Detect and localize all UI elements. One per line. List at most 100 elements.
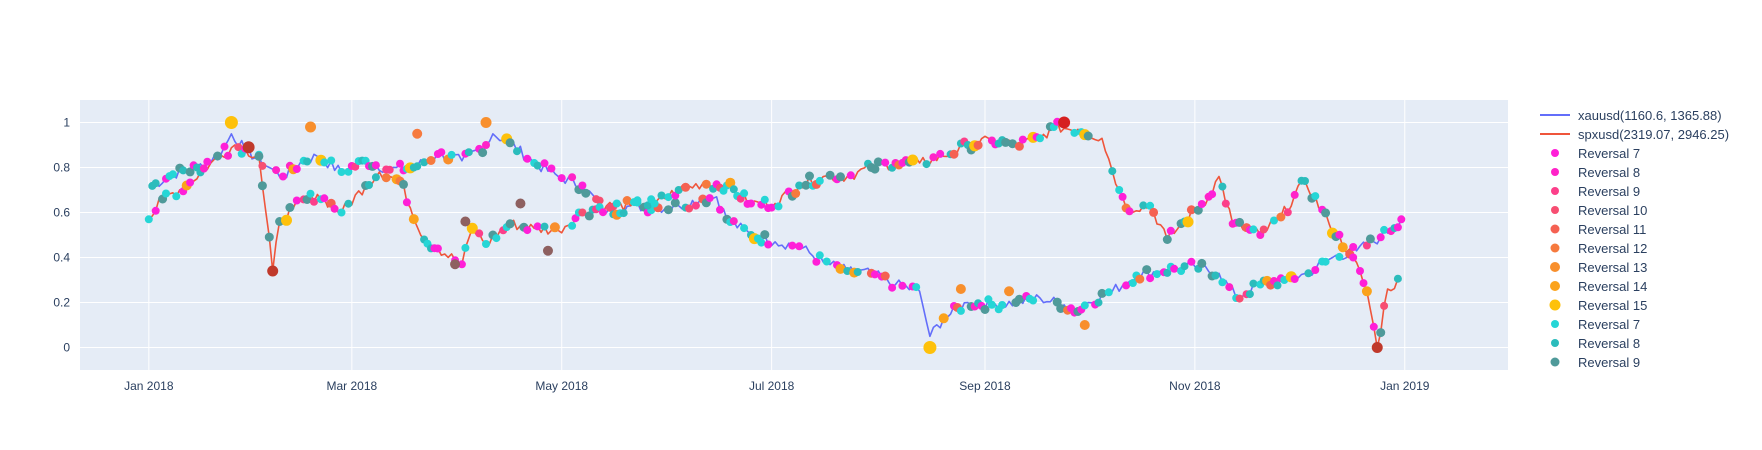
- reversal-marker: [1245, 290, 1254, 299]
- reversal-marker: [1311, 192, 1320, 201]
- reversal-marker: [213, 151, 223, 161]
- reversal-marker: [835, 263, 846, 274]
- reversal-marker: [492, 234, 501, 243]
- reversal-marker: [1249, 279, 1258, 288]
- legend-label: Reversal 14: [1578, 279, 1647, 294]
- reversal-marker: [330, 204, 339, 213]
- reversal-marker-highlight: [305, 121, 317, 133]
- reversal-marker: [549, 222, 560, 233]
- reversal-marker: [547, 164, 556, 173]
- reversal-marker: [1276, 212, 1286, 222]
- reversal-marker: [1108, 167, 1117, 176]
- reversal-marker: [203, 157, 212, 166]
- reversal-marker: [1235, 294, 1244, 303]
- reversal-marker: [1362, 241, 1371, 250]
- reversal-marker: [1001, 137, 1011, 147]
- reversal-marker: [151, 206, 160, 215]
- reversal-marker: [1311, 266, 1320, 274]
- reversal-marker: [1036, 134, 1044, 143]
- y-tick-label: 0.6: [53, 206, 70, 220]
- reversal-marker: [1146, 274, 1155, 283]
- reversal-marker-highlight: [460, 216, 471, 227]
- legend-label: Reversal 15: [1578, 298, 1647, 313]
- reversal-marker: [747, 199, 755, 208]
- reversal-marker: [533, 161, 542, 170]
- legend-marker: [1551, 320, 1559, 328]
- reversal-marker: [186, 178, 195, 187]
- reversal-marker: [880, 271, 890, 281]
- reversal-marker: [540, 159, 549, 168]
- reversal-marker: [1170, 264, 1179, 273]
- reversal-marker: [426, 156, 436, 165]
- legend-marker: [1549, 299, 1561, 311]
- reversal-marker: [461, 243, 470, 252]
- reversal-marker: [234, 143, 243, 152]
- reversal-marker: [650, 199, 659, 208]
- reversal-marker: [870, 164, 880, 174]
- reversal-marker: [413, 162, 422, 171]
- legend-marker: [1551, 206, 1559, 214]
- reversal-marker: [172, 192, 181, 201]
- reversal-marker: [1094, 298, 1103, 307]
- x-tick-label: Jul 2018: [749, 379, 795, 393]
- reversal-marker-highlight: [412, 128, 423, 139]
- reversal-marker-highlight: [955, 284, 966, 294]
- reversal-marker: [898, 281, 907, 290]
- reversal-marker: [408, 214, 419, 225]
- reversal-marker: [740, 189, 749, 198]
- reversal-marker: [523, 154, 532, 163]
- reversal-marker: [1393, 274, 1402, 283]
- reversal-marker: [801, 180, 811, 190]
- reversal-marker: [306, 189, 315, 198]
- reversal-marker: [815, 176, 824, 185]
- legend-marker: [1550, 357, 1560, 367]
- reversal-marker: [447, 150, 456, 159]
- reversal-marker: [1187, 257, 1196, 266]
- reversal-marker: [791, 189, 801, 198]
- reversal-marker: [344, 167, 353, 176]
- x-axis-ticks: Jan 2018 Mar 2018 May 2018 Jul 2018 Sep 2018…: [124, 379, 1430, 393]
- reversal-marker: [1014, 141, 1024, 151]
- reversal-marker: [337, 208, 346, 217]
- reversal-marker: [619, 209, 628, 218]
- reversal-marker: [1337, 242, 1348, 253]
- reversal-marker: [949, 149, 959, 159]
- reversal-marker: [1349, 243, 1358, 251]
- reversal-marker: [151, 179, 160, 188]
- reversal-marker: [1380, 301, 1389, 310]
- reversal-marker: [199, 164, 208, 173]
- reversal-marker: [670, 198, 680, 208]
- reversal-marker: [691, 201, 700, 210]
- reversal-marker: [257, 181, 267, 191]
- reversal-marker: [760, 230, 770, 240]
- reversal-marker: [258, 161, 267, 170]
- reversal-marker: [1162, 235, 1172, 244]
- reversal-marker: [740, 224, 749, 233]
- reversal-marker: [168, 170, 177, 179]
- reversal-marker: [1118, 192, 1127, 201]
- y-tick-label: 1: [63, 116, 70, 130]
- legend-label: Reversal 8: [1578, 336, 1640, 351]
- reversal-marker: [1397, 215, 1406, 224]
- reversal-marker: [568, 221, 577, 230]
- reversal-marker: [1211, 271, 1220, 280]
- reversal-marker: [1149, 207, 1159, 217]
- reversal-marker: [365, 181, 373, 189]
- reversal-marker: [1070, 128, 1079, 137]
- reversal-marker: [1097, 288, 1107, 298]
- reversal-marker-highlight: [1371, 342, 1383, 353]
- reversal-marker: [1029, 296, 1038, 305]
- reversal-marker: [633, 196, 642, 205]
- reversal-marker: [1166, 226, 1175, 235]
- reversal-marker: [179, 166, 188, 175]
- legend-label: xauusd(1160.6, 1365.88): [1578, 108, 1722, 123]
- reversal-marker-highlight: [1004, 286, 1015, 297]
- reversal-marker: [674, 186, 683, 194]
- plot-background: [80, 100, 1508, 370]
- reversal-marker: [320, 158, 329, 167]
- reversal-marker: [681, 182, 691, 192]
- y-tick-label: 0.2: [53, 296, 70, 310]
- reversal-marker: [523, 226, 532, 235]
- reversal-marker: [795, 242, 804, 251]
- reversal-marker: [578, 208, 587, 217]
